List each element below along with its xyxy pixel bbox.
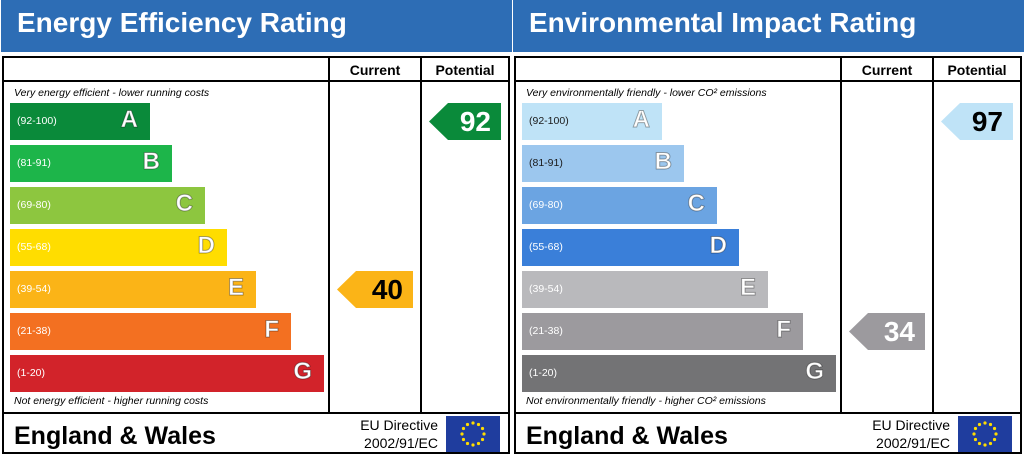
eu-flag-icon	[446, 416, 500, 452]
band-range: (1-20)	[529, 367, 558, 379]
column-header-current: Current	[349, 62, 401, 78]
band-letter: A	[632, 106, 650, 134]
environmental-rating-table: Current Potential Very environmentally fri…	[514, 56, 1022, 454]
band-g: (1-20) G	[522, 355, 836, 392]
band-d: (55-68) D	[522, 229, 739, 266]
band-range: (81-91)	[17, 157, 51, 169]
band-e: (39-54) E	[522, 271, 768, 308]
band-c: (69-80) C	[522, 187, 717, 224]
panel-title: Energy Efficiency Rating	[17, 7, 347, 38]
current-rating-arrow-shape	[849, 313, 925, 350]
band-g: (1-20) G	[10, 355, 324, 392]
band-range: (39-54)	[17, 283, 51, 295]
environmental-header: Environmental Impact Rating	[512, 0, 1024, 52]
column-header-potential: Potential	[435, 62, 495, 78]
note-top: Very environmentally friendly - lower CO…	[526, 87, 767, 99]
directive-line1: EU Directive	[360, 417, 438, 433]
current-rating-arrow-shape	[337, 271, 413, 308]
band-letter: G	[805, 358, 825, 386]
eu-stars-icon	[972, 421, 998, 447]
band-range: (55-68)	[529, 241, 563, 253]
energy-header: Energy Efficiency Rating	[0, 0, 512, 52]
footer-divider	[4, 412, 508, 414]
band-range: (69-80)	[17, 199, 51, 211]
band-d: (55-68) D	[10, 229, 227, 266]
column-header-potential: Potential	[947, 62, 1007, 78]
footer-region-label: England & Wales	[526, 422, 728, 450]
eu-flag-icon	[958, 416, 1012, 452]
band-letter: D	[709, 232, 727, 260]
band-f: (21-38) F	[10, 313, 291, 350]
energy-rating-table: Current Potential Very energy efficient - …	[2, 56, 510, 454]
band-letter: F	[264, 316, 280, 344]
energy-rating-panel: Energy Efficiency Rating Current Potential…	[0, 0, 512, 454]
panel-title: Environmental Impact Rating	[529, 7, 917, 38]
header-divider	[4, 80, 508, 82]
band-range: (21-38)	[529, 325, 563, 337]
band-a: (92-100) A	[10, 103, 150, 140]
current-rating-arrow-value: 34	[883, 316, 915, 347]
band-letter: E	[227, 274, 244, 302]
eu-directive-label: EU Directive 2002/91/EC	[338, 416, 438, 452]
band-c: (69-80) C	[10, 187, 205, 224]
band-b: (81-91) B	[522, 145, 684, 182]
column-header-current: Current	[861, 62, 913, 78]
divider-current	[840, 58, 842, 414]
environmental-rating-panel: Environmental Impact Rating Current Potent…	[512, 0, 1024, 457]
band-range: (69-80)	[529, 199, 563, 211]
band-range: (92-100)	[529, 115, 569, 127]
divider-current	[328, 58, 330, 414]
band-letter: C	[175, 190, 193, 218]
band-range: (55-68)	[17, 241, 51, 253]
directive-line2: 2002/91/EC	[876, 435, 950, 451]
potential-rating-arrow-shape	[941, 103, 1013, 140]
band-e: (39-54) E	[10, 271, 256, 308]
band-letter: F	[776, 316, 792, 344]
footer-region-label: England & Wales	[14, 422, 216, 450]
band-range: (1-20)	[17, 367, 46, 379]
note-bottom: Not energy efficient - higher running co…	[14, 395, 209, 407]
divider-potential	[932, 58, 934, 414]
directive-line2: 2002/91/EC	[364, 435, 438, 451]
potential-rating-arrow-shape	[429, 103, 501, 140]
band-letter: E	[739, 274, 756, 302]
note-bottom: Not environmentally friendly - higher CO…	[526, 395, 766, 407]
band-range: (21-38)	[17, 325, 51, 337]
potential-rating-arrow-value: 97	[971, 106, 1003, 137]
band-letter: D	[197, 232, 215, 260]
potential-rating-arrow: 92	[429, 103, 501, 140]
band-letter: B	[142, 148, 160, 176]
divider-potential	[420, 58, 422, 414]
current-rating-arrow: 34	[849, 313, 925, 350]
eu-directive-label: EU Directive 2002/91/EC	[850, 416, 950, 452]
band-a: (92-100) A	[522, 103, 662, 140]
note-top: Very energy efficient - lower running co…	[14, 87, 210, 99]
potential-rating-arrow: 97	[941, 103, 1013, 140]
current-rating-arrow: 40	[337, 271, 413, 308]
band-range: (39-54)	[529, 283, 563, 295]
band-b: (81-91) B	[10, 145, 172, 182]
header-divider	[516, 80, 1020, 82]
band-range: (92-100)	[17, 115, 57, 127]
band-range: (81-91)	[529, 157, 563, 169]
band-letter: G	[293, 358, 313, 386]
band-letter: C	[687, 190, 705, 218]
potential-rating-arrow-value: 92	[459, 106, 491, 137]
directive-line1: EU Directive	[872, 417, 950, 433]
eu-stars-icon	[460, 421, 486, 447]
current-rating-arrow-value: 40	[371, 274, 403, 305]
band-letter: A	[120, 106, 138, 134]
band-f: (21-38) F	[522, 313, 803, 350]
band-letter: B	[654, 148, 672, 176]
footer-divider	[516, 412, 1020, 414]
